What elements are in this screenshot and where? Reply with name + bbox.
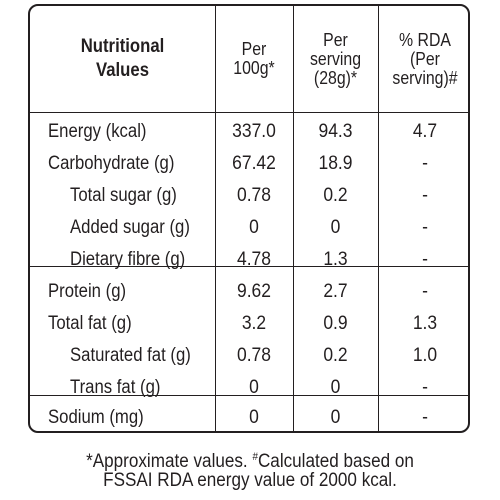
- per-serving-value: 1.3: [323, 249, 348, 270]
- rda-value: -: [422, 407, 428, 428]
- per-serving-value: 0: [330, 407, 341, 428]
- nutrient-label: Trans fat (g): [70, 377, 161, 398]
- table-row: Trans fat (g) 0 0 -: [30, 372, 468, 403]
- table-row: Sodium (mg) 0 0 -: [30, 402, 468, 431]
- per-100g-value: 67.42: [232, 153, 276, 174]
- header-rda: % RDA (Per serving)#: [392, 29, 458, 88]
- per-100g-value: 0: [249, 217, 259, 238]
- row-divider: [30, 266, 468, 267]
- header-per-serving: Per serving (28g)*: [309, 29, 362, 88]
- per-serving-value: 0: [330, 217, 341, 238]
- table-row: Total sugar (g) 0.78 0.2 -: [30, 180, 468, 211]
- nutrient-label: Total fat (g): [48, 313, 132, 334]
- rda-value: -: [422, 185, 428, 206]
- rda-value: -: [422, 153, 428, 174]
- per-serving-value: 2.7: [323, 281, 348, 302]
- nutrient-label: Added sugar (g): [70, 217, 190, 238]
- footnote-line-2: FSSAI RDA energy value of 2000 kcal.: [103, 470, 397, 491]
- nutrient-label: Dietary fibre (g): [70, 249, 186, 270]
- table-row: Dietary fibre (g) 4.78 1.3 -: [30, 244, 468, 275]
- column-divider: [293, 6, 294, 431]
- nutrient-label: Saturated fat (g): [70, 345, 191, 366]
- rda-value: -: [422, 249, 428, 270]
- rda-value: 1.0: [412, 345, 438, 366]
- column-divider: [215, 6, 216, 431]
- header-nutritional-values: Nutritional Values: [80, 36, 165, 81]
- nutrient-label: Energy (kcal): [48, 121, 147, 142]
- rda-value: -: [422, 217, 428, 238]
- column-divider: [378, 6, 379, 431]
- per-100g-value: 0.78: [236, 345, 272, 366]
- per-100g-value: 9.62: [236, 281, 272, 302]
- nutrient-label: Carbohydrate (g): [48, 153, 175, 174]
- per-100g-value: 0: [249, 407, 259, 428]
- per-serving-value: 18.9: [318, 153, 353, 174]
- footnote-line-1: *Approximate values. #Calculated based o…: [86, 451, 414, 472]
- per-100g-value: 3.2: [241, 313, 267, 334]
- per-100g-value: 0: [249, 377, 259, 398]
- rda-value: -: [422, 281, 428, 302]
- per-serving-value: 0: [330, 377, 341, 398]
- nutrition-table: Nutritional Values Per 100g* Per serving…: [28, 4, 470, 433]
- per-serving-value: 0.9: [323, 313, 348, 334]
- rda-value: -: [422, 377, 428, 398]
- table-row: Carbohydrate (g) 67.42 18.9 -: [30, 148, 468, 179]
- table-row: Energy (kcal) 337.0 94.3 4.7: [30, 116, 468, 147]
- header-divider: [30, 112, 468, 113]
- nutrient-label: Protein (g): [48, 281, 127, 302]
- per-serving-value: 0.2: [323, 185, 348, 206]
- per-serving-value: 0.2: [323, 345, 348, 366]
- rda-value: 1.3: [412, 313, 438, 334]
- per-100g-value: 337.0: [232, 121, 276, 142]
- per-serving-value: 94.3: [318, 121, 353, 142]
- table-row: Total fat (g) 3.2 0.9 1.3: [30, 308, 468, 339]
- per-100g-value: 4.78: [236, 249, 272, 270]
- row-divider: [30, 395, 468, 396]
- rda-value: 4.7: [412, 121, 438, 142]
- per-100g-value: 0.78: [236, 185, 272, 206]
- header-per-100g: Per 100g*: [233, 39, 275, 78]
- nutrient-label: Sodium (mg): [48, 407, 144, 428]
- nutrient-label: Total sugar (g): [70, 185, 177, 206]
- table-row: Saturated fat (g) 0.78 0.2 1.0: [30, 340, 468, 371]
- table-row: Added sugar (g) 0 0 -: [30, 212, 468, 243]
- table-row: Protein (g) 9.62 2.7 -: [30, 276, 468, 307]
